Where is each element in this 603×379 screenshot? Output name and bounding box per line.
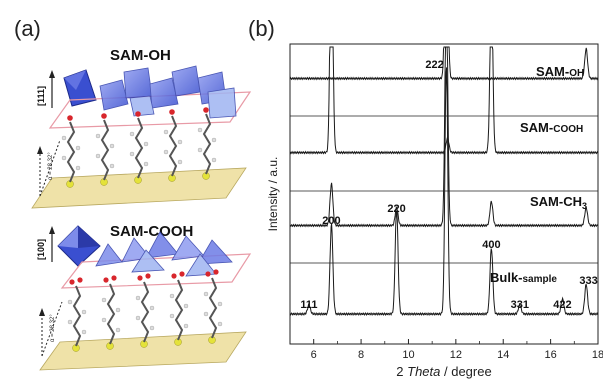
plot-frame [289,43,599,345]
alkyl-chains-bottom [72,277,218,347]
direction-label-111: [111] [36,86,46,106]
panel-a-label: (a) [14,16,41,41]
peak-label: 400 [482,239,500,251]
y-axis-label: Intensity / a.u. [266,157,280,232]
oxygen-atoms-top [67,107,209,121]
series-label-bulk-sample: Bulk-sample [490,270,557,285]
octahedra-layer-bottom [95,231,233,277]
tilt-angle-indicator-top: α = 28.32° [37,139,61,197]
direction-indicator-100: [100] [36,226,55,262]
peak-label: 222 [425,59,443,71]
tilt-angle-label-top: α = 28.32° [48,152,54,180]
gold-substrate-bottom [39,331,247,371]
peak-label: 111 [300,299,317,311]
peak-label: 422 [553,299,571,311]
x-tick-label: 18 [592,349,603,361]
peak-label: 333 [579,275,597,287]
octahedron-icon-bottom [57,225,101,267]
x-tick-label: 10 [402,349,414,361]
peak-label: 200 [322,215,340,227]
alkyl-chains-top [66,113,212,183]
series-label-sam-oh: SAM-OH [536,64,584,79]
peak-label: 220 [387,203,405,215]
series-line-bulk-sample [289,67,599,317]
x-tick-label: 16 [544,349,556,361]
series-label-sam-cooh: SAM-COOH [520,120,583,135]
direction-indicator-111: [111] [36,70,55,108]
gold-substrate [31,167,247,209]
octahedra-layer-top [99,65,237,119]
panel-b-label: (b) [248,16,275,41]
peak-label: 331 [511,299,529,311]
x-tick-label: 12 [450,349,462,361]
octahedron-icon [63,69,97,107]
tilt-angle-label-bottom: α = 28.32° [50,314,56,342]
sulfur-atoms-top [66,172,210,188]
x-tick-label: 6 [311,349,317,361]
sulfur-atoms-bottom [72,336,216,352]
series-label-sam-ch3: SAM-CH3 [530,194,587,211]
sam-cooh-title: SAM-COOH [110,223,193,240]
sam-oh-title: SAM-OH [110,47,171,64]
x-axis-label: 2 Theta / degree [396,364,491,379]
hydrogen-atoms-bottom [67,291,223,335]
tilt-angle-indicator-bottom: α = 28.32° [39,301,63,357]
direction-label-100: [100] [36,239,46,260]
x-tick-label: 14 [497,349,509,361]
pink-plane [48,91,252,129]
x-tick-label: 8 [358,349,364,361]
series-line-sam-ch3 [289,46,599,228]
sam-illustration: SAM-OH [111] α = 28.32° [31,47,252,371]
oxygen-atoms-bottom [69,269,219,285]
hydrogen-atoms-top [61,127,217,171]
series-line-sam-oh [289,46,599,81]
